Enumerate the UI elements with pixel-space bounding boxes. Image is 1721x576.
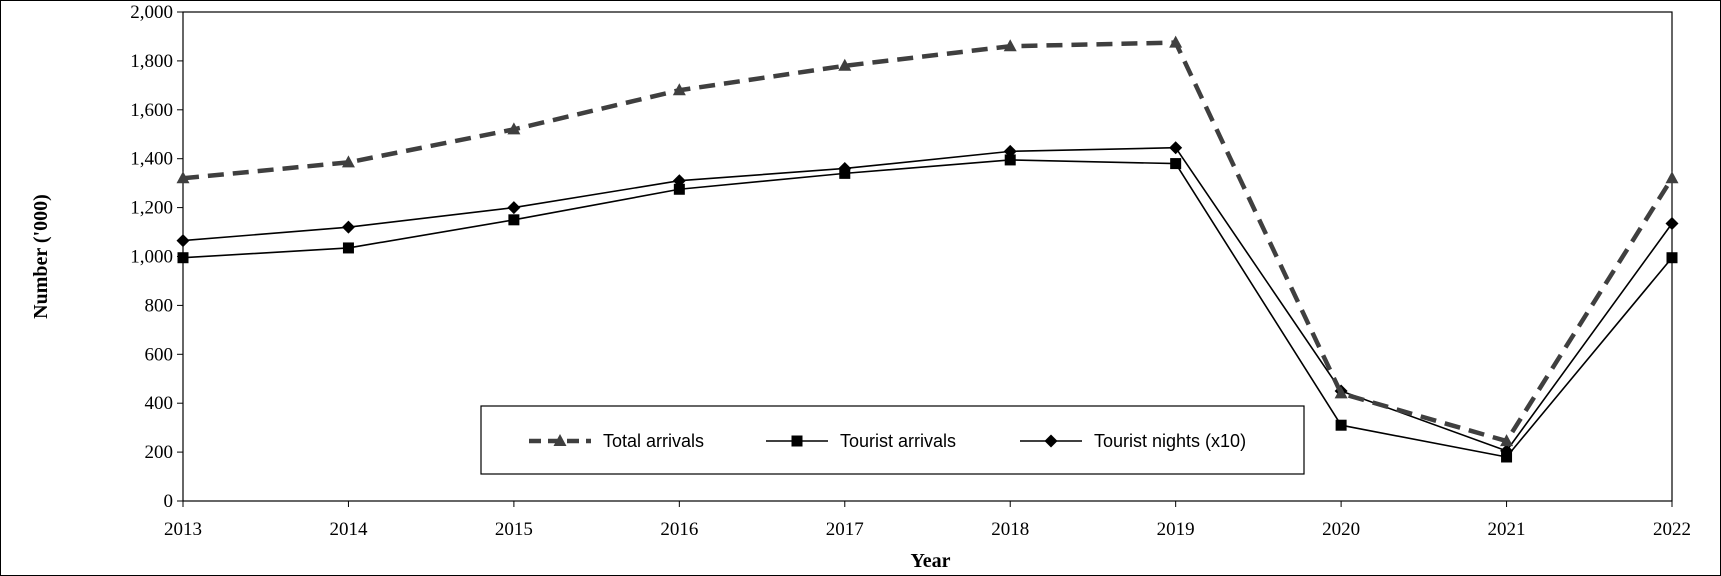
x-tick-label: 2013 bbox=[164, 519, 202, 540]
data-point bbox=[1003, 39, 1017, 52]
legend-item: Tourist nights (x10) bbox=[1020, 431, 1246, 451]
y-tick-label: 400 bbox=[145, 393, 174, 414]
legend-marker bbox=[791, 435, 803, 447]
legend-label: Tourist nights (x10) bbox=[1094, 431, 1246, 451]
x-tick-label: 2020 bbox=[1322, 519, 1360, 540]
y-tick-label: 800 bbox=[145, 295, 174, 316]
legend-label: Tourist arrivals bbox=[840, 431, 956, 451]
series-line bbox=[182, 146, 1673, 452]
data-point bbox=[1169, 35, 1183, 48]
x-tick-label: 2021 bbox=[1488, 519, 1526, 540]
series-line bbox=[182, 40, 1674, 444]
legend-item: Total arrivals bbox=[529, 431, 704, 451]
x-axis-title: Year bbox=[911, 550, 951, 572]
data-point bbox=[672, 174, 686, 188]
data-point bbox=[507, 201, 521, 215]
y-tick-label: 1,600 bbox=[130, 100, 173, 121]
data-point bbox=[673, 183, 685, 195]
y-tick-label: 1,800 bbox=[130, 51, 173, 72]
y-tick-label: 2,000 bbox=[130, 2, 173, 23]
y-tick-label: 0 bbox=[164, 491, 174, 512]
data-point bbox=[1665, 171, 1679, 184]
data-point bbox=[838, 161, 852, 175]
data-point bbox=[508, 214, 520, 226]
x-tick-label: 2017 bbox=[826, 519, 864, 540]
series-line bbox=[182, 159, 1673, 458]
y-axis-ticks: 0 200 400 600 800 1,000 1,200 1,400 1,600 1,800 2,… bbox=[130, 2, 183, 512]
y-axis-title: Number ('000) bbox=[30, 194, 52, 319]
x-tick-label: 2022 bbox=[1653, 519, 1691, 540]
data-point bbox=[507, 122, 521, 135]
data-point bbox=[1666, 252, 1678, 264]
legend-marker bbox=[1044, 434, 1058, 448]
y-tick-label: 200 bbox=[145, 442, 174, 463]
x-tick-label: 2015 bbox=[495, 519, 533, 540]
series-tourist-nights-x10 bbox=[176, 141, 1679, 458]
data-point bbox=[1665, 216, 1679, 230]
data-point bbox=[1335, 419, 1347, 431]
x-tick-label: 2018 bbox=[991, 519, 1029, 540]
x-tick-label: 2016 bbox=[660, 519, 698, 540]
data-point bbox=[1169, 141, 1183, 155]
data-point bbox=[1500, 444, 1514, 458]
data-point bbox=[176, 171, 190, 184]
data-point bbox=[177, 252, 189, 264]
legend-marker bbox=[553, 434, 567, 446]
x-tick-label: 2019 bbox=[1157, 519, 1195, 540]
series-tourist-arrivals bbox=[177, 154, 1678, 463]
legend: Total arrivals Tourist arrivals Tourist ni… bbox=[480, 405, 1305, 475]
y-tick-label: 1,400 bbox=[130, 149, 173, 170]
y-tick-label: 600 bbox=[145, 344, 174, 365]
y-tick-label: 1,200 bbox=[130, 198, 173, 219]
data-point bbox=[1500, 434, 1514, 447]
series-total-arrivals bbox=[176, 35, 1679, 447]
legend-box bbox=[480, 405, 1305, 475]
x-axis-ticks: 2013 2014 2015 2016 2017 2018 2019 2020 2021 2022 bbox=[164, 501, 1691, 540]
data-point bbox=[838, 58, 852, 71]
series-layer bbox=[176, 35, 1679, 463]
data-point bbox=[342, 242, 354, 254]
x-tick-label: 2014 bbox=[329, 519, 368, 540]
data-point bbox=[1334, 386, 1348, 399]
data-point bbox=[1004, 154, 1016, 166]
data-point bbox=[1170, 158, 1182, 170]
data-point bbox=[1003, 144, 1017, 158]
data-point bbox=[672, 83, 686, 96]
legend-item: Tourist arrivals bbox=[766, 431, 956, 451]
y-tick-label: 1,000 bbox=[130, 247, 173, 268]
data-point bbox=[176, 234, 190, 248]
data-point bbox=[341, 155, 355, 168]
legend-label: Total arrivals bbox=[603, 431, 704, 451]
data-point bbox=[341, 220, 355, 234]
